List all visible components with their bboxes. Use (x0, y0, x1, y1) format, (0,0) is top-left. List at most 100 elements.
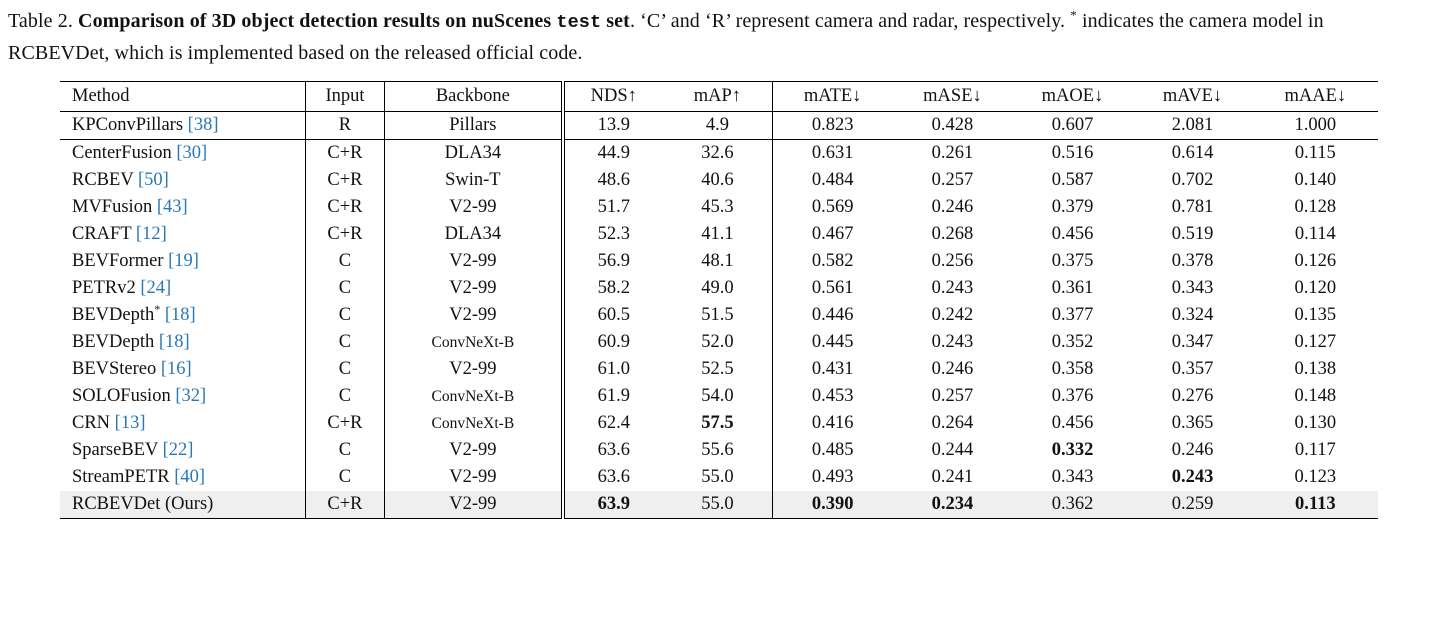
backbone-cell: V2-99 (384, 491, 565, 519)
citation-link[interactable]: [32] (170, 386, 207, 407)
metric-value-cell: 0.246 (1171, 440, 1214, 461)
citation-link[interactable]: [38] (183, 115, 219, 136)
metric-value-cell: 41.1 (662, 221, 773, 249)
citation-link[interactable]: [13] (110, 413, 146, 434)
metric-value-cell: 58.2 (597, 278, 630, 299)
table-row: BEVDepth [18] C ConvNeXt-B 60.9 52.0 0.445 0.2… (60, 329, 1378, 357)
citation-link[interactable]: [50] (133, 170, 169, 191)
table-row: KPConvPillars [38] R Pillars 13.9 4.9 0.823 0.… (60, 111, 1378, 141)
backbone-cell: V2-99 (384, 437, 565, 465)
metric-value-cell: 0.241 (931, 467, 974, 488)
metric-value-cell: 0.375 (1051, 251, 1094, 272)
metric-value-cell: 0.365 (1171, 413, 1214, 434)
metric-value-cell: 0.352 (1051, 332, 1094, 353)
input-cell: C (305, 437, 386, 465)
input-cell: R (305, 111, 386, 141)
table-row: CRAFT [12] C+R DLA34 52.3 41.1 0.467 0.268 0.45… (60, 221, 1378, 249)
metric-value-cell: 32.6 (662, 139, 773, 168)
table-row: RCBEVDet (Ours) C+R V2-99 63.9 55.0 0.390 0.23… (60, 491, 1378, 519)
citation-link[interactable]: [12] (131, 224, 167, 245)
metric-value-cell: 0.702 (1171, 170, 1214, 191)
caption-title-bold: Comparison of 3D object detection result… (78, 10, 557, 32)
metric-value-cell: 49.0 (662, 275, 773, 303)
method-name: BEVDepth (72, 332, 155, 353)
backbone-cell: ConvNeXt-B (384, 410, 565, 438)
table-head: Method Input Backbone NDS↑ mAP↑ mATE↓ mASE↓ mAO… (60, 81, 1378, 113)
method-cell: BEVDepth* [18] (60, 302, 306, 330)
metric-value-cell: 0.362 (1012, 491, 1133, 519)
metric-value-cell: 0.343 (1051, 467, 1094, 488)
table-row: RCBEV [50] C+R Swin-T 48.6 40.6 0.484 0.257 0.5… (60, 167, 1378, 195)
metric-value-cell: 0.135 (1294, 305, 1337, 326)
metric-value-cell: 51.5 (662, 302, 773, 330)
metric-value-cell: 0.781 (1171, 197, 1214, 218)
method-star: * (154, 302, 161, 317)
method-cell: CRAFT [12] (60, 221, 306, 249)
backbone-cell: ConvNeXt-B (384, 329, 565, 357)
method-name: BEVDepth (72, 305, 155, 326)
citation-link[interactable]: [18] (154, 332, 190, 353)
method-name: SparseBEV (72, 440, 158, 461)
metric-value-cell: 0.123 (1294, 467, 1337, 488)
table-row: BEVStereo [16] C V2-99 61.0 52.5 0.431 0.246 0.… (60, 356, 1378, 384)
metric-value-cell: 0.485 (811, 440, 854, 461)
metric-value-cell: 1.000 (1252, 111, 1378, 141)
citation-link[interactable]: [24] (135, 278, 172, 299)
citation-link[interactable]: [40] (169, 467, 206, 488)
col-header-input: Input (305, 81, 386, 113)
metric-value-cell: 0.324 (1171, 305, 1214, 326)
method-name: CenterFusion (72, 143, 172, 164)
metric-value-cell: 0.377 (1051, 305, 1094, 326)
method-name: SOLOFusion (72, 386, 171, 407)
method-cell: BEVStereo [16] (60, 356, 306, 384)
metric-value-cell: 0.390 (772, 491, 893, 519)
metric-value-cell: 0.631 (811, 143, 854, 164)
caption-text: . ‘C’ and ‘R’ represent camera and radar… (629, 10, 1071, 32)
metric-value-cell: 0.120 (1294, 278, 1337, 299)
metric-value-cell: 0.445 (811, 332, 854, 353)
metric-value-cell: 0.431 (811, 359, 854, 380)
metric-value-cell: 0.361 (1051, 278, 1094, 299)
metric-value-cell: 52.0 (662, 329, 773, 357)
metric-value-cell: 4.9 (662, 111, 773, 141)
col-header-mase: mASE↓ (892, 81, 1013, 113)
metric-value-cell: 0.261 (931, 143, 974, 164)
input-cell: C+R (305, 221, 386, 249)
input-cell: C (305, 248, 386, 276)
metric-value-cell: 0.823 (772, 111, 893, 141)
method-cell: StreamPETR [40] (60, 464, 306, 492)
method-cell: SOLOFusion [32] (60, 383, 306, 411)
metric-value-cell: 56.9 (597, 251, 630, 272)
metric-value-cell: 0.243 (931, 332, 974, 353)
metric-value-cell: 0.332 (1051, 440, 1094, 461)
citation-link[interactable]: [19] (163, 251, 199, 272)
metric-value-cell: 62.4 (597, 413, 630, 434)
metric-value-cell: 52.5 (662, 356, 773, 384)
method-name: CRN (72, 413, 111, 434)
citation-link[interactable]: [18] (160, 305, 196, 326)
results-table: Method Input Backbone NDS↑ mAP↑ mATE↓ mASE↓ mAO… (60, 81, 1378, 520)
metric-value-cell: 0.357 (1171, 359, 1214, 380)
backbone-cell: V2-99 (384, 194, 565, 222)
backbone-cell: V2-99 (384, 275, 565, 303)
metric-value-cell: 0.347 (1171, 332, 1214, 353)
header-row: Method Input Backbone NDS↑ mAP↑ mATE↓ mASE↓ mAO… (60, 81, 1378, 113)
backbone-cell: ConvNeXt-B (384, 383, 565, 411)
table-row: StreamPETR [40] C V2-99 63.6 55.0 0.493 0.241 0… (60, 464, 1378, 492)
metric-value-cell: 0.453 (811, 386, 854, 407)
metric-value-cell: 0.493 (811, 467, 854, 488)
citation-link[interactable]: [22] (158, 440, 194, 461)
table-wrapper: Method Input Backbone NDS↑ mAP↑ mATE↓ mASE↓ mAO… (8, 81, 1430, 520)
metric-value-cell: 55.0 (662, 464, 773, 492)
input-cell: C+R (305, 167, 386, 195)
col-header-maae: mAAE↓ (1252, 81, 1378, 113)
metric-value-cell: 0.456 (1051, 224, 1094, 245)
metric-value-cell: 0.130 (1294, 413, 1337, 434)
citation-link[interactable]: [43] (152, 197, 188, 218)
citation-link[interactable]: [16] (156, 359, 192, 380)
metric-value-cell: 0.246 (931, 197, 974, 218)
method-cell: BEVDepth [18] (60, 329, 306, 357)
citation-link[interactable]: [30] (171, 143, 208, 164)
metric-value-cell: 52.3 (597, 224, 630, 245)
